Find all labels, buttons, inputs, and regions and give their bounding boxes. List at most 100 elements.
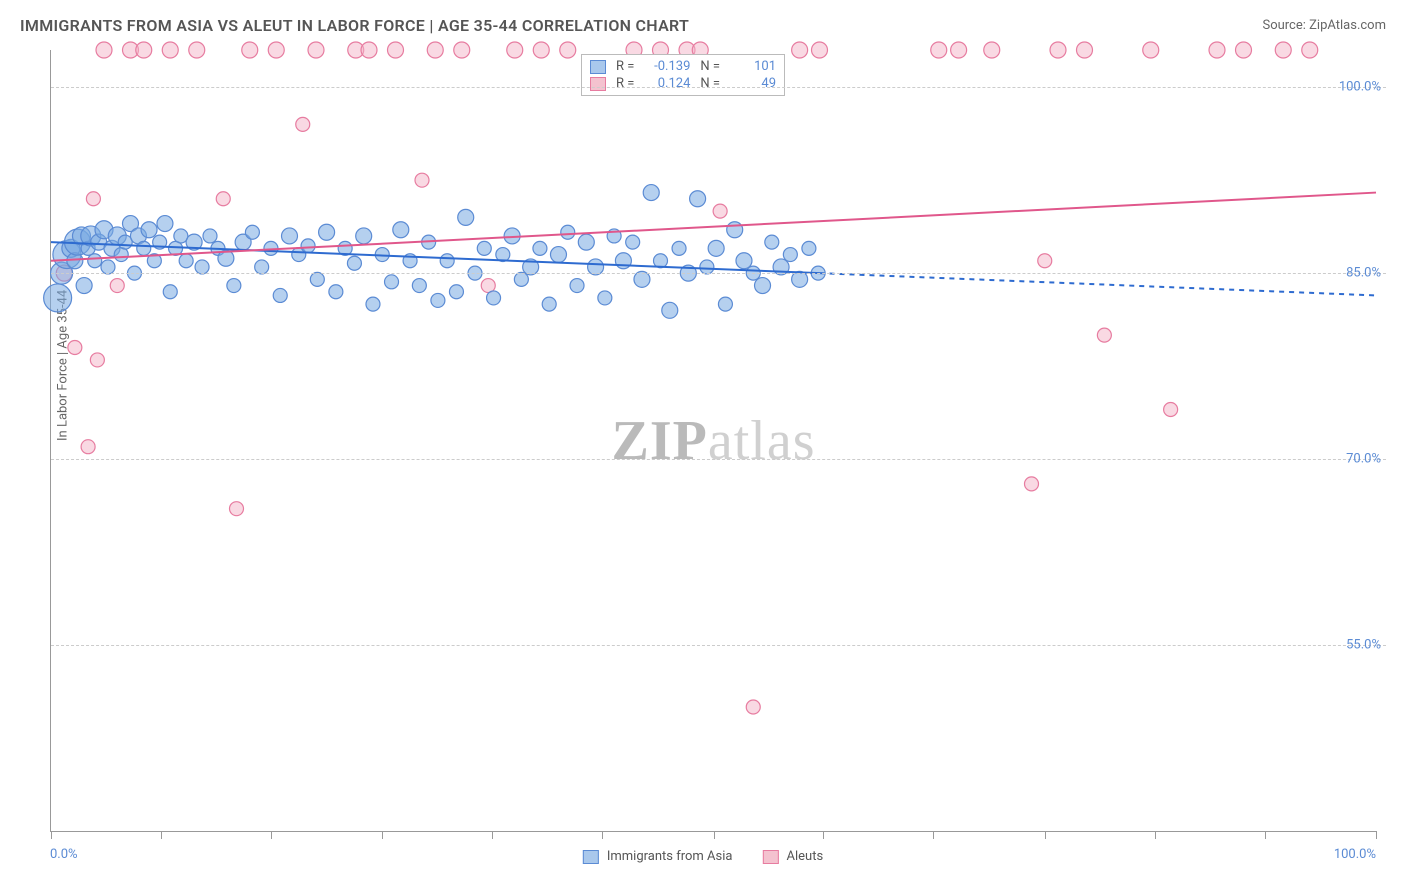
legend-swatch	[762, 850, 778, 864]
data-point	[713, 204, 727, 218]
stat-r-label: R =	[616, 76, 634, 91]
data-point	[388, 42, 404, 58]
data-point	[216, 192, 230, 206]
data-point	[195, 260, 209, 274]
data-point	[1164, 403, 1178, 417]
data-point	[1077, 42, 1093, 58]
chart-title: IMMIGRANTS FROM ASIA VS ALEUT IN LABOR F…	[20, 16, 689, 35]
stat-n-label: N =	[700, 59, 720, 74]
data-point	[68, 341, 82, 355]
gridline-h	[51, 273, 1386, 274]
data-point	[765, 235, 779, 249]
data-point	[643, 185, 659, 201]
legend-bottom: Immigrants from Asia Aleuts	[583, 849, 823, 864]
data-point	[162, 42, 178, 58]
data-point	[812, 42, 828, 58]
data-point	[76, 278, 92, 294]
data-point	[570, 279, 584, 293]
x-tick	[933, 831, 934, 839]
legend-stats-row: R = -0.139 N = 101	[590, 59, 776, 74]
data-point	[242, 42, 258, 58]
data-point	[598, 291, 612, 305]
data-point	[1209, 42, 1225, 58]
data-point	[533, 241, 547, 255]
data-point	[86, 192, 100, 206]
data-point	[96, 42, 112, 58]
x-tick	[1045, 831, 1046, 839]
x-tick	[1376, 831, 1377, 839]
data-point	[393, 222, 409, 238]
data-point	[708, 240, 724, 256]
data-point	[245, 225, 259, 239]
stat-n-value: 49	[730, 76, 776, 91]
legend-swatch	[590, 77, 606, 91]
data-point	[88, 254, 102, 268]
data-point	[81, 440, 95, 454]
data-point	[951, 42, 967, 58]
data-point	[319, 224, 335, 240]
data-point	[163, 285, 177, 299]
data-point	[984, 42, 1000, 58]
data-point	[189, 42, 205, 58]
data-point	[783, 248, 797, 262]
data-point	[626, 235, 640, 249]
data-point	[550, 247, 566, 263]
chart-svg	[51, 50, 1376, 831]
legend-label: Immigrants from Asia	[607, 849, 733, 864]
data-point	[542, 297, 556, 311]
data-point	[44, 284, 72, 312]
data-point	[802, 241, 816, 255]
x-axis-end-label: 100.0%	[1334, 847, 1376, 862]
gridline-h	[51, 459, 1386, 460]
legend-stats-row: R = 0.124 N = 49	[590, 76, 776, 91]
gridline-h	[51, 87, 1386, 88]
x-tick	[823, 831, 824, 839]
data-point	[366, 297, 380, 311]
data-point	[296, 117, 310, 131]
legend-item: Immigrants from Asia	[583, 849, 733, 864]
stat-r-value: -0.139	[644, 59, 690, 74]
x-tick	[492, 831, 493, 839]
data-point	[746, 700, 760, 714]
x-axis-start-label: 0.0%	[50, 847, 78, 862]
data-point	[672, 241, 686, 255]
legend-swatch	[590, 60, 606, 74]
stat-n-value: 101	[730, 59, 776, 74]
data-point	[487, 291, 501, 305]
data-point	[561, 225, 575, 239]
data-point	[454, 42, 470, 58]
data-point	[690, 191, 706, 207]
data-point	[308, 42, 324, 58]
legend-item: Aleuts	[762, 849, 823, 864]
data-point	[179, 254, 193, 268]
source-label: Source: ZipAtlas.com	[1262, 18, 1386, 33]
y-tick-label: 85.0%	[1346, 266, 1381, 281]
data-point	[1025, 477, 1039, 491]
data-point	[727, 222, 743, 238]
data-point	[1050, 42, 1066, 58]
data-point	[268, 42, 284, 58]
data-point	[1236, 42, 1252, 58]
data-point	[255, 260, 269, 274]
y-tick-label: 70.0%	[1346, 452, 1381, 467]
stat-r-label: R =	[616, 59, 634, 74]
data-point	[507, 42, 523, 58]
data-point	[736, 253, 752, 269]
data-point	[361, 42, 377, 58]
data-point	[718, 297, 732, 311]
stat-n-label: N =	[700, 76, 720, 91]
data-point	[792, 42, 808, 58]
regression-line	[51, 242, 820, 273]
data-point	[203, 229, 217, 243]
data-point	[137, 241, 151, 255]
x-tick	[1265, 831, 1266, 839]
x-tick	[714, 831, 715, 839]
data-point	[329, 285, 343, 299]
gridline-h	[51, 645, 1386, 646]
x-tick	[161, 831, 162, 839]
data-point	[157, 216, 173, 232]
data-point	[310, 272, 324, 286]
x-tick	[1155, 831, 1156, 839]
x-tick	[602, 831, 603, 839]
stat-r-value: 0.124	[644, 76, 690, 91]
